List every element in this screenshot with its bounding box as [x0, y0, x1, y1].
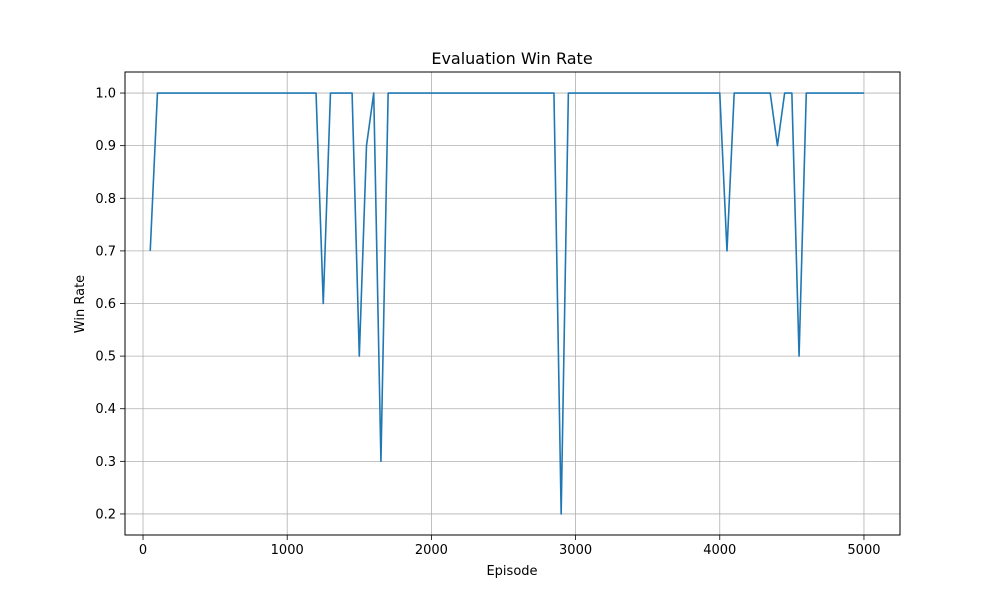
- x-tick-label: 0: [139, 543, 147, 558]
- x-tick-label: 1000: [271, 543, 304, 558]
- y-axis-ticks: 0.2 0.3 0.4 0.5 0.6 0.7 0.8 0.9 1.0: [95, 87, 125, 522]
- chart-title: Evaluation Win Rate: [431, 49, 592, 68]
- y-tick-label: 0.6: [95, 297, 116, 312]
- x-axis-ticks: 0 1000 2000 3000 4000 5000: [139, 535, 881, 558]
- y-tick-label: 0.2: [95, 507, 116, 522]
- y-tick-label: 1.0: [95, 87, 116, 102]
- x-tick-label: 2000: [415, 543, 448, 558]
- series-line: [149, 92, 864, 515]
- y-tick-label: 0.4: [95, 402, 116, 417]
- y-tick-label: 0.9: [95, 139, 116, 154]
- x-axis-label: Episode: [486, 564, 537, 579]
- grid-lines: [125, 72, 900, 535]
- y-tick-label: 0.7: [95, 244, 116, 259]
- y-tick-label: 0.8: [95, 192, 116, 207]
- x-tick-label: 5000: [847, 543, 880, 558]
- x-tick-label: 4000: [703, 543, 736, 558]
- x-tick-label: 3000: [559, 543, 592, 558]
- series-layer: [149, 92, 864, 515]
- y-axis-label: Win Rate: [73, 275, 88, 333]
- y-tick-label: 0.5: [95, 350, 116, 365]
- y-tick-label: 0.3: [95, 455, 116, 470]
